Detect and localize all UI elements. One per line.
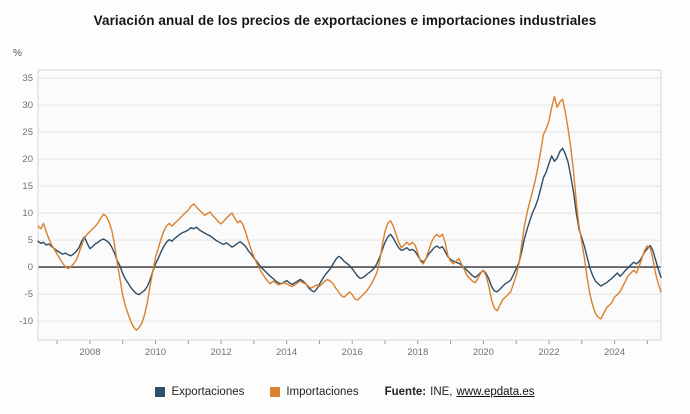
svg-text:0: 0: [28, 262, 33, 273]
svg-text:2020: 2020: [473, 347, 494, 358]
legend-item-exportaciones: Exportaciones: [155, 386, 244, 398]
source-prefix: Fuente:: [384, 386, 427, 398]
svg-text:2012: 2012: [211, 347, 232, 358]
legend-label-importaciones: Importaciones: [286, 386, 359, 398]
importaciones-swatch-icon: [270, 387, 281, 397]
y-axis-unit-label: %: [13, 48, 22, 59]
source-org: INE,: [430, 386, 453, 398]
svg-text:2016: 2016: [342, 347, 363, 358]
legend: Exportaciones Importaciones Fuente: INE,…: [0, 386, 690, 398]
chart-title: Variación anual de los precios de export…: [93, 13, 597, 28]
legend-item-importaciones: Importaciones: [270, 386, 359, 398]
legend-label-exportaciones: Exportaciones: [171, 386, 245, 398]
svg-text:10: 10: [22, 208, 33, 219]
svg-text:35: 35: [22, 73, 33, 84]
source-text: Fuente: INE, www.epdata.es: [385, 386, 535, 398]
svg-text:5: 5: [28, 235, 33, 246]
svg-text:2014: 2014: [276, 347, 297, 358]
svg-text:2010: 2010: [145, 347, 166, 358]
svg-text:30: 30: [22, 100, 33, 111]
svg-text:2024: 2024: [604, 347, 625, 358]
chart-canvas: -10 -5 0 5 10 15 20 25 30 35 2008 2010 2012 2014 2016 2…: [19, 69, 662, 358]
source-link[interactable]: www.epdata.es: [456, 386, 535, 398]
svg-text:2018: 2018: [407, 347, 428, 358]
svg-text:20: 20: [22, 154, 33, 165]
svg-text:25: 25: [22, 127, 33, 138]
svg-text:2022: 2022: [538, 347, 559, 358]
svg-text:-10: -10: [19, 316, 33, 327]
exportaciones-swatch-icon: [155, 387, 166, 397]
svg-text:-5: -5: [25, 289, 33, 300]
svg-text:2008: 2008: [79, 347, 100, 358]
svg-text:15: 15: [22, 181, 33, 192]
